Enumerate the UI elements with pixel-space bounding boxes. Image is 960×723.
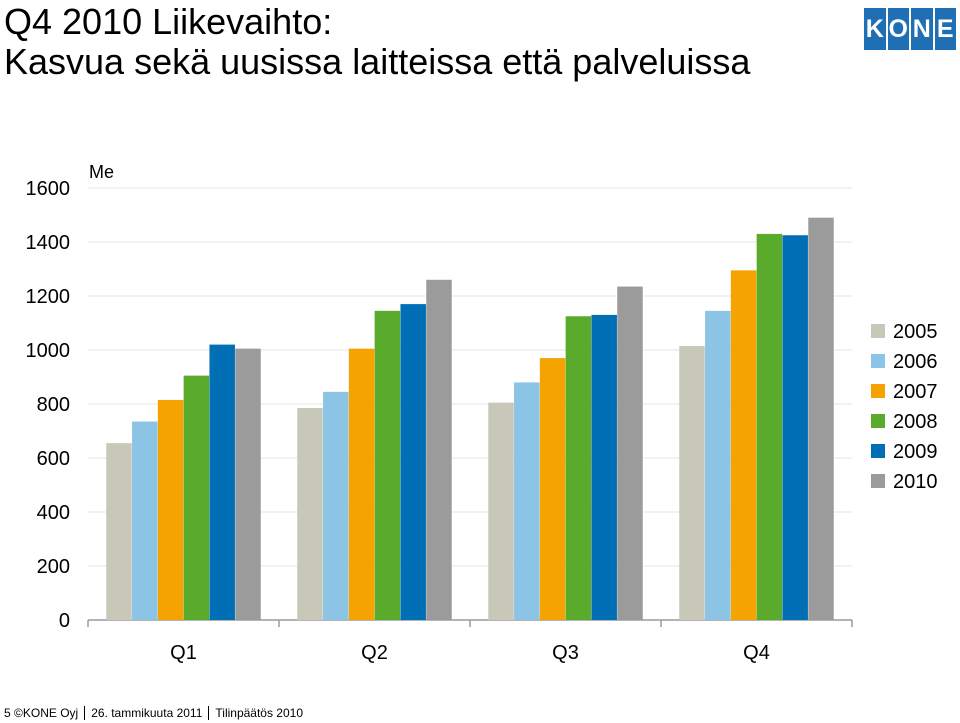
bar-2008-Q1: [183, 375, 210, 620]
bar-2006-Q1: [132, 421, 158, 620]
legend-swatch: [871, 414, 885, 428]
legend-swatch: [871, 324, 885, 338]
bar-2008-Q3: [565, 316, 592, 620]
bar-2010-Q2: [426, 279, 452, 620]
bar-2005-Q3: [488, 402, 514, 620]
logo-letter: K: [864, 8, 886, 50]
legend-swatch: [871, 444, 885, 458]
footer-doc: Tilinpäätös 2010: [208, 706, 309, 720]
y-axis-label: Me: [89, 162, 114, 182]
x-tick-label: Q4: [743, 642, 770, 664]
legend-swatch: [871, 384, 885, 398]
y-tick-label: 0: [59, 610, 70, 632]
footer-page: 5 ©KONE Oyj: [4, 706, 79, 720]
y-tick-label: 1400: [26, 232, 71, 254]
kone-logo: K O N E: [864, 8, 956, 50]
x-tick-label: Q3: [552, 642, 579, 664]
legend-label: 2007: [893, 381, 938, 403]
bar-2010-Q1: [235, 348, 261, 620]
bar-2008-Q2: [374, 310, 401, 620]
bar-2006-Q4: [705, 310, 731, 620]
bar-2006-Q3: [514, 382, 540, 620]
bar-2008-Q4: [756, 233, 783, 620]
bar-2005-Q1: [106, 443, 132, 620]
bar-2005-Q2: [297, 408, 323, 620]
y-tick-label: 400: [37, 502, 70, 524]
logo-letter: O: [887, 8, 909, 50]
y-tick-label: 800: [37, 394, 70, 416]
legend-label: 2009: [893, 441, 938, 463]
bar-2007-Q1: [157, 399, 184, 620]
x-tick-label: Q2: [361, 642, 388, 664]
footer: 5 ©KONE Oyj 26. tammikuuta 2011 Tilinpää…: [4, 706, 309, 720]
legend-swatch: [871, 474, 885, 488]
y-tick-label: 1000: [26, 340, 71, 362]
legend-label: 2005: [893, 321, 938, 343]
legend-label: 2010: [893, 471, 938, 493]
bar-2005-Q4: [679, 345, 705, 620]
bar-2009-Q4: [782, 235, 808, 620]
bar-2007-Q4: [730, 270, 757, 620]
bar-2009-Q1: [209, 344, 235, 620]
bar-2009-Q2: [400, 304, 426, 620]
bar-2006-Q2: [323, 391, 349, 620]
logo-letter: N: [911, 8, 933, 50]
bar-2007-Q2: [348, 348, 375, 620]
title-line-1: Q4 2010 Liikevaihto:: [4, 1, 333, 42]
y-tick-label: 1200: [26, 286, 71, 308]
logo-letter: E: [934, 8, 956, 50]
footer-date: 26. tammikuuta 2011: [84, 706, 208, 720]
x-tick-label: Q1: [170, 642, 197, 664]
bar-2007-Q3: [539, 358, 566, 620]
y-tick-label: 1600: [26, 178, 71, 200]
title-line-2: Kasvua sekä uusissa laitteissa että palv…: [4, 41, 751, 82]
legend-label: 2008: [893, 411, 938, 433]
bar-2010-Q4: [808, 217, 834, 620]
y-tick-label: 600: [37, 448, 70, 470]
y-tick-label: 200: [37, 556, 70, 578]
legend-label: 2006: [893, 351, 938, 373]
bar-2009-Q3: [591, 314, 617, 620]
page-title: Q4 2010 Liikevaihto: Kasvua sekä uusissa…: [4, 2, 750, 82]
bar-2010-Q3: [617, 286, 643, 620]
legend-swatch: [871, 354, 885, 368]
